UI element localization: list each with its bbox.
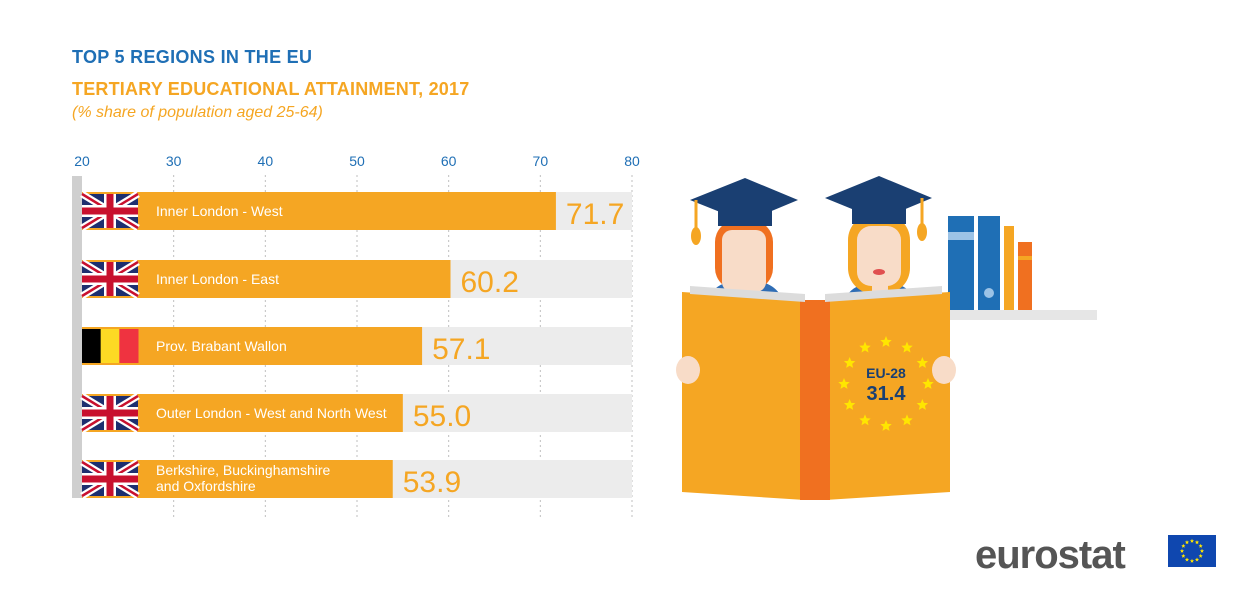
eurostat-logo: eurostat [975, 533, 1126, 577]
book-label: EU-28 [866, 365, 906, 381]
bar-category-label: and Oxfordshire [156, 478, 256, 494]
axis-bar [72, 176, 82, 498]
star-icon [843, 399, 856, 410]
star-icon [1199, 548, 1205, 553]
star-icon [859, 341, 871, 353]
x-tick-label: 50 [349, 153, 365, 169]
eu-stars-circle [838, 336, 934, 431]
star-icon [916, 357, 929, 368]
bar-value-label: 53.9 [403, 466, 461, 499]
star-icon [838, 378, 850, 389]
students-reading-illustration: EU-28 31.4 [676, 176, 1097, 500]
star-icon [1181, 543, 1186, 548]
uk-flag-icon [80, 459, 140, 499]
star-icon [916, 399, 929, 410]
star-icon [1189, 558, 1195, 563]
star-icon [1198, 553, 1203, 558]
chart-subtitle: TERTIARY EDUCATIONAL ATTAINMENT, 2017 [72, 79, 470, 99]
star-icon [1184, 540, 1190, 545]
star-icon [1184, 557, 1190, 562]
bar-category-label: Inner London - West [156, 203, 283, 219]
chart-title: TOP 5 REGIONS IN THE EU [72, 47, 313, 67]
x-tick-label: 40 [258, 153, 274, 169]
bar [82, 327, 423, 365]
bar-value-label: 55.0 [413, 400, 471, 433]
shelf [945, 310, 1097, 320]
belgium-flag-icon [82, 329, 139, 363]
x-tick-label: 60 [441, 153, 457, 169]
uk-flag-icon [80, 393, 140, 433]
star-icon [1181, 553, 1186, 558]
bar-chart: 20 30 40 50 60 70 80 Inner London - West 71.7 Inn… [72, 153, 640, 518]
bar-category-label: Outer London - West and North West [156, 405, 387, 421]
bar [82, 192, 556, 230]
star-icon [859, 414, 871, 426]
bar-value-label: 60.2 [461, 266, 519, 299]
x-tick-label: 70 [533, 153, 549, 169]
bar [82, 260, 451, 298]
bar-category-label: Inner London - East [156, 271, 279, 287]
uk-flag-icon [80, 259, 140, 299]
star-icon [1194, 540, 1200, 545]
bar-value-label: 57.1 [432, 333, 490, 366]
star-icon [901, 341, 913, 353]
chart-note: (% share of population aged 25-64) [72, 104, 323, 121]
star-icon [1194, 557, 1200, 562]
open-book-icon [676, 286, 956, 500]
star-icon [1189, 538, 1195, 543]
star-icon [901, 414, 913, 426]
x-tick-label: 20 [74, 153, 90, 169]
star-icon [922, 378, 934, 389]
x-tick-label: 80 [624, 153, 640, 169]
books-icon [948, 216, 1032, 310]
x-tick-label: 30 [166, 153, 182, 169]
uk-flag-icon [80, 191, 140, 231]
star-icon [880, 420, 892, 431]
star-icon [880, 336, 892, 347]
book-value: 31.4 [867, 383, 907, 405]
star-icon [843, 357, 856, 368]
star-icon [1179, 548, 1185, 553]
bar-category-label: Prov. Brabant Wallon [156, 338, 287, 354]
graduation-cap-icon [690, 178, 798, 245]
eu-flag-icon [1168, 535, 1216, 567]
bar-category-label: Berkshire, Buckinghamshire [156, 462, 331, 478]
graduation-cap-icon [825, 176, 932, 241]
bar-value-label: 71.7 [566, 198, 624, 231]
star-icon [1198, 543, 1203, 548]
